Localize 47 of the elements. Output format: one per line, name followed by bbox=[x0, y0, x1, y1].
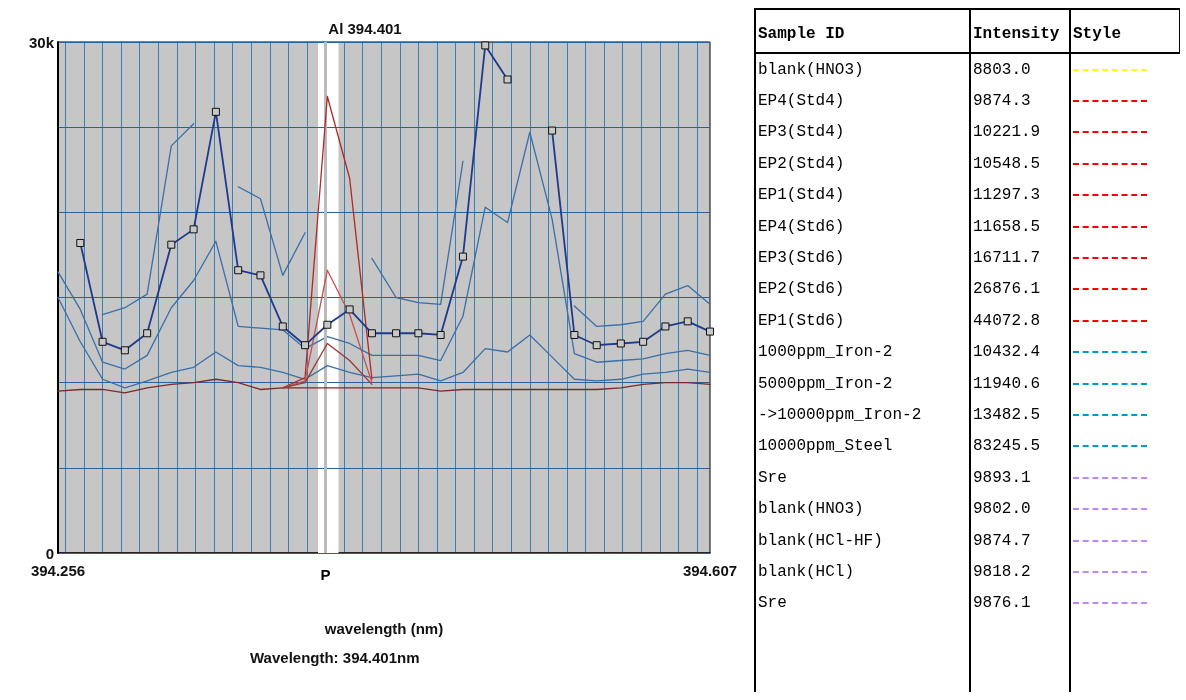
y-tick-label: 30k bbox=[28, 33, 55, 51]
category-label: blank(HCl) bbox=[756, 556, 970, 588]
text: 10548.5 bbox=[973, 154, 1041, 173]
text: 10221.9 bbox=[973, 123, 1041, 142]
category-label: Sre bbox=[756, 462, 970, 494]
text: 10432.4 bbox=[973, 343, 1041, 362]
text: Style bbox=[1070, 10, 1180, 53]
ref-line-label: P bbox=[320, 566, 331, 583]
category-label: 10000ppm_Steel bbox=[756, 430, 970, 463]
text: 9818.2 bbox=[973, 562, 1031, 581]
text: 9802.0 bbox=[973, 500, 1031, 519]
category-label: EP4(Std6) bbox=[756, 210, 970, 243]
category-label: EP2(Std6) bbox=[756, 273, 970, 306]
category-label: blank(HNO3) bbox=[756, 493, 970, 525]
text: 11940.6 bbox=[973, 374, 1041, 393]
text: 13482.5 bbox=[973, 405, 1041, 424]
category-label: Sre bbox=[756, 587, 970, 620]
text: 8803.0 bbox=[973, 60, 1031, 79]
x-axis-title: wavelength (nm) bbox=[323, 620, 444, 637]
text: 11297.3 bbox=[973, 186, 1041, 205]
text: 9876.1 bbox=[973, 594, 1031, 613]
text: 9874.7 bbox=[973, 531, 1031, 550]
category-label: 1000ppm_Iron-2 bbox=[756, 336, 970, 368]
category-label: ->10000ppm_Iron-2 bbox=[756, 399, 970, 431]
text: 83245.5 bbox=[973, 437, 1041, 456]
text: 44072.8 bbox=[973, 311, 1041, 330]
category-label: 5000ppm_Iron-2 bbox=[756, 367, 970, 400]
category-label: blank(HCl-HF) bbox=[756, 524, 970, 557]
category-label: EP2(Std4) bbox=[756, 148, 970, 180]
category-label: EP3(Std4) bbox=[756, 116, 970, 149]
category-label: EP4(Std4) bbox=[756, 85, 970, 117]
text: Intensity bbox=[970, 10, 1070, 53]
text: 16711.7 bbox=[973, 249, 1041, 268]
x-tick-label: 394.607 bbox=[682, 562, 738, 579]
text: Sample ID bbox=[756, 10, 970, 53]
text: 11658.5 bbox=[973, 217, 1041, 236]
category-label: EP3(Std6) bbox=[756, 242, 970, 274]
chart-title: Al 394.401 bbox=[328, 20, 402, 37]
text: 9893.1 bbox=[973, 468, 1031, 487]
text: 26876.1 bbox=[973, 280, 1041, 299]
y-tick-label: 0 bbox=[45, 544, 54, 562]
category-label: EP1(Std4) bbox=[756, 179, 970, 211]
text: 9874.3 bbox=[973, 92, 1031, 111]
x-tick-label: 394.256 bbox=[30, 562, 86, 579]
text: Wavelength: 394.401nm bbox=[250, 649, 420, 666]
category-label: blank(HNO3) bbox=[756, 53, 970, 86]
category-label: EP1(Std6) bbox=[756, 305, 970, 337]
